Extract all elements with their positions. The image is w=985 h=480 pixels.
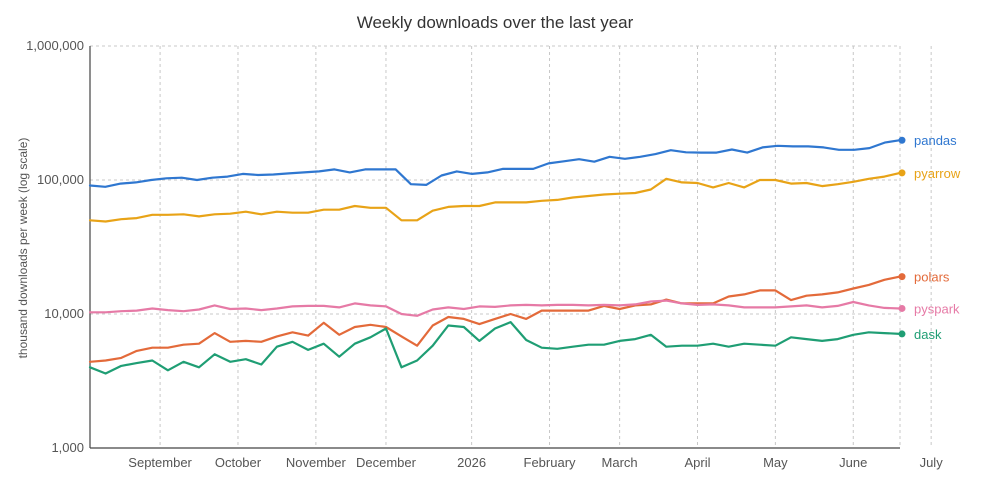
x-tick-label: September <box>128 455 192 470</box>
legend-label-dask: dask <box>914 327 942 342</box>
legend-label-pyspark: pyspark <box>914 301 960 316</box>
legend-label-pandas: pandas <box>914 133 957 148</box>
grid <box>90 45 932 449</box>
x-tick-label: October <box>215 455 262 470</box>
legend-label-pyarrow: pyarrow <box>914 166 961 181</box>
axes: 1,000 10,000 100,000 1,000,000 September Octo… <box>26 38 944 470</box>
x-tick-label: July <box>920 455 944 470</box>
x-tick-label: February <box>524 455 577 470</box>
x-tick-label: June <box>839 455 867 470</box>
series-end-marker-polars <box>898 273 906 281</box>
series-line-dask <box>88 321 902 375</box>
x-tick-label: April <box>684 455 710 470</box>
series-end-marker-pyarrow <box>898 169 906 177</box>
series-end-marker-pyspark <box>898 304 906 312</box>
chart-title: Weekly downloads over the last year <box>357 13 634 32</box>
y-tick-label: 10,000 <box>44 306 84 321</box>
series-line-pyspark <box>88 299 902 317</box>
x-tick-label: May <box>763 455 788 470</box>
legend-label-polars: polars <box>914 270 950 285</box>
x-tick-label: December <box>356 455 417 470</box>
y-tick-label: 1,000 <box>51 440 84 455</box>
x-tick-label: 2026 <box>457 455 486 470</box>
x-tick-label: March <box>602 455 638 470</box>
series-end-marker-pandas <box>898 136 906 144</box>
series-line-pandas <box>88 139 902 188</box>
y-tick-label: 100,000 <box>37 172 84 187</box>
series-end-marker-dask <box>898 330 906 338</box>
series <box>88 136 906 375</box>
x-tick-label: November <box>286 455 347 470</box>
legend: pandas pyarrow polars pyspark dask <box>914 133 961 342</box>
y-tick-label: 1,000,000 <box>26 38 84 53</box>
series-line-pyarrow <box>88 171 902 223</box>
y-axis-label: thousand downloads per week (log scale) <box>16 138 30 359</box>
series-line-polars <box>88 275 902 363</box>
